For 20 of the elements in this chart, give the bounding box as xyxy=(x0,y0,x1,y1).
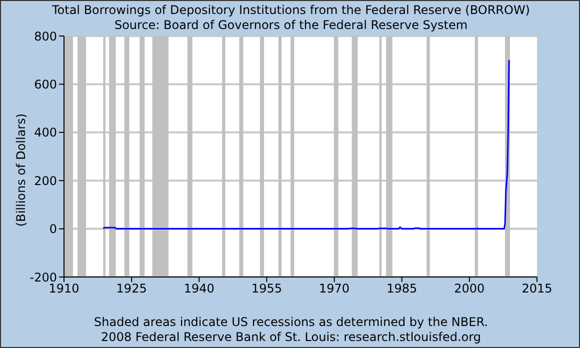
y-tick-label: 400 xyxy=(34,126,57,140)
x-tick-label: 1910 xyxy=(48,282,80,296)
text: 2008 Federal Reserve Bank of St. Louis: research.stlouisfed.org xyxy=(100,330,482,345)
y-tick-label: 0 xyxy=(49,222,57,236)
y-tick-label: 800 xyxy=(34,29,57,44)
y-tick-label: 200 xyxy=(34,174,57,188)
x-tick-label: 1985 xyxy=(386,282,418,296)
x-tick-label: 1955 xyxy=(251,282,282,296)
x-tick-label: 2015 xyxy=(522,282,552,296)
y-tick-label: 600 xyxy=(34,77,57,92)
text: Shaded areas indicate US recessions as determined by the NBER. xyxy=(93,315,489,330)
x-tick-label: 1970 xyxy=(319,282,350,296)
y-axis-title: (Billions of Dollars) xyxy=(14,112,28,229)
x-tick-label: 1940 xyxy=(184,282,214,296)
x-tick-label: 1925 xyxy=(116,282,147,296)
chart-title: Total Borrowings of Depository Institutions from the Federal Reserve (BORROW) xyxy=(50,3,531,18)
chart-subtitle: Source: Board of Governors of the Federal Reserve System xyxy=(114,18,468,32)
line-series xyxy=(102,59,510,230)
x-tick-label: 2000 xyxy=(454,282,485,296)
y-tick-label: -200 xyxy=(30,270,57,284)
